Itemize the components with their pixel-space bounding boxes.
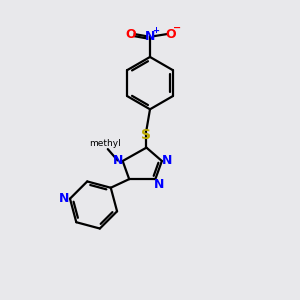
Text: N: N xyxy=(59,192,69,205)
Text: methyl: methyl xyxy=(89,139,121,148)
Text: N: N xyxy=(145,30,155,43)
Text: N: N xyxy=(112,154,123,167)
Text: S: S xyxy=(141,128,152,142)
Text: −: − xyxy=(173,23,181,33)
Text: O: O xyxy=(166,28,176,40)
Text: +: + xyxy=(152,26,159,35)
Text: O: O xyxy=(125,28,136,40)
Text: N: N xyxy=(162,154,172,167)
Text: N: N xyxy=(154,178,165,191)
